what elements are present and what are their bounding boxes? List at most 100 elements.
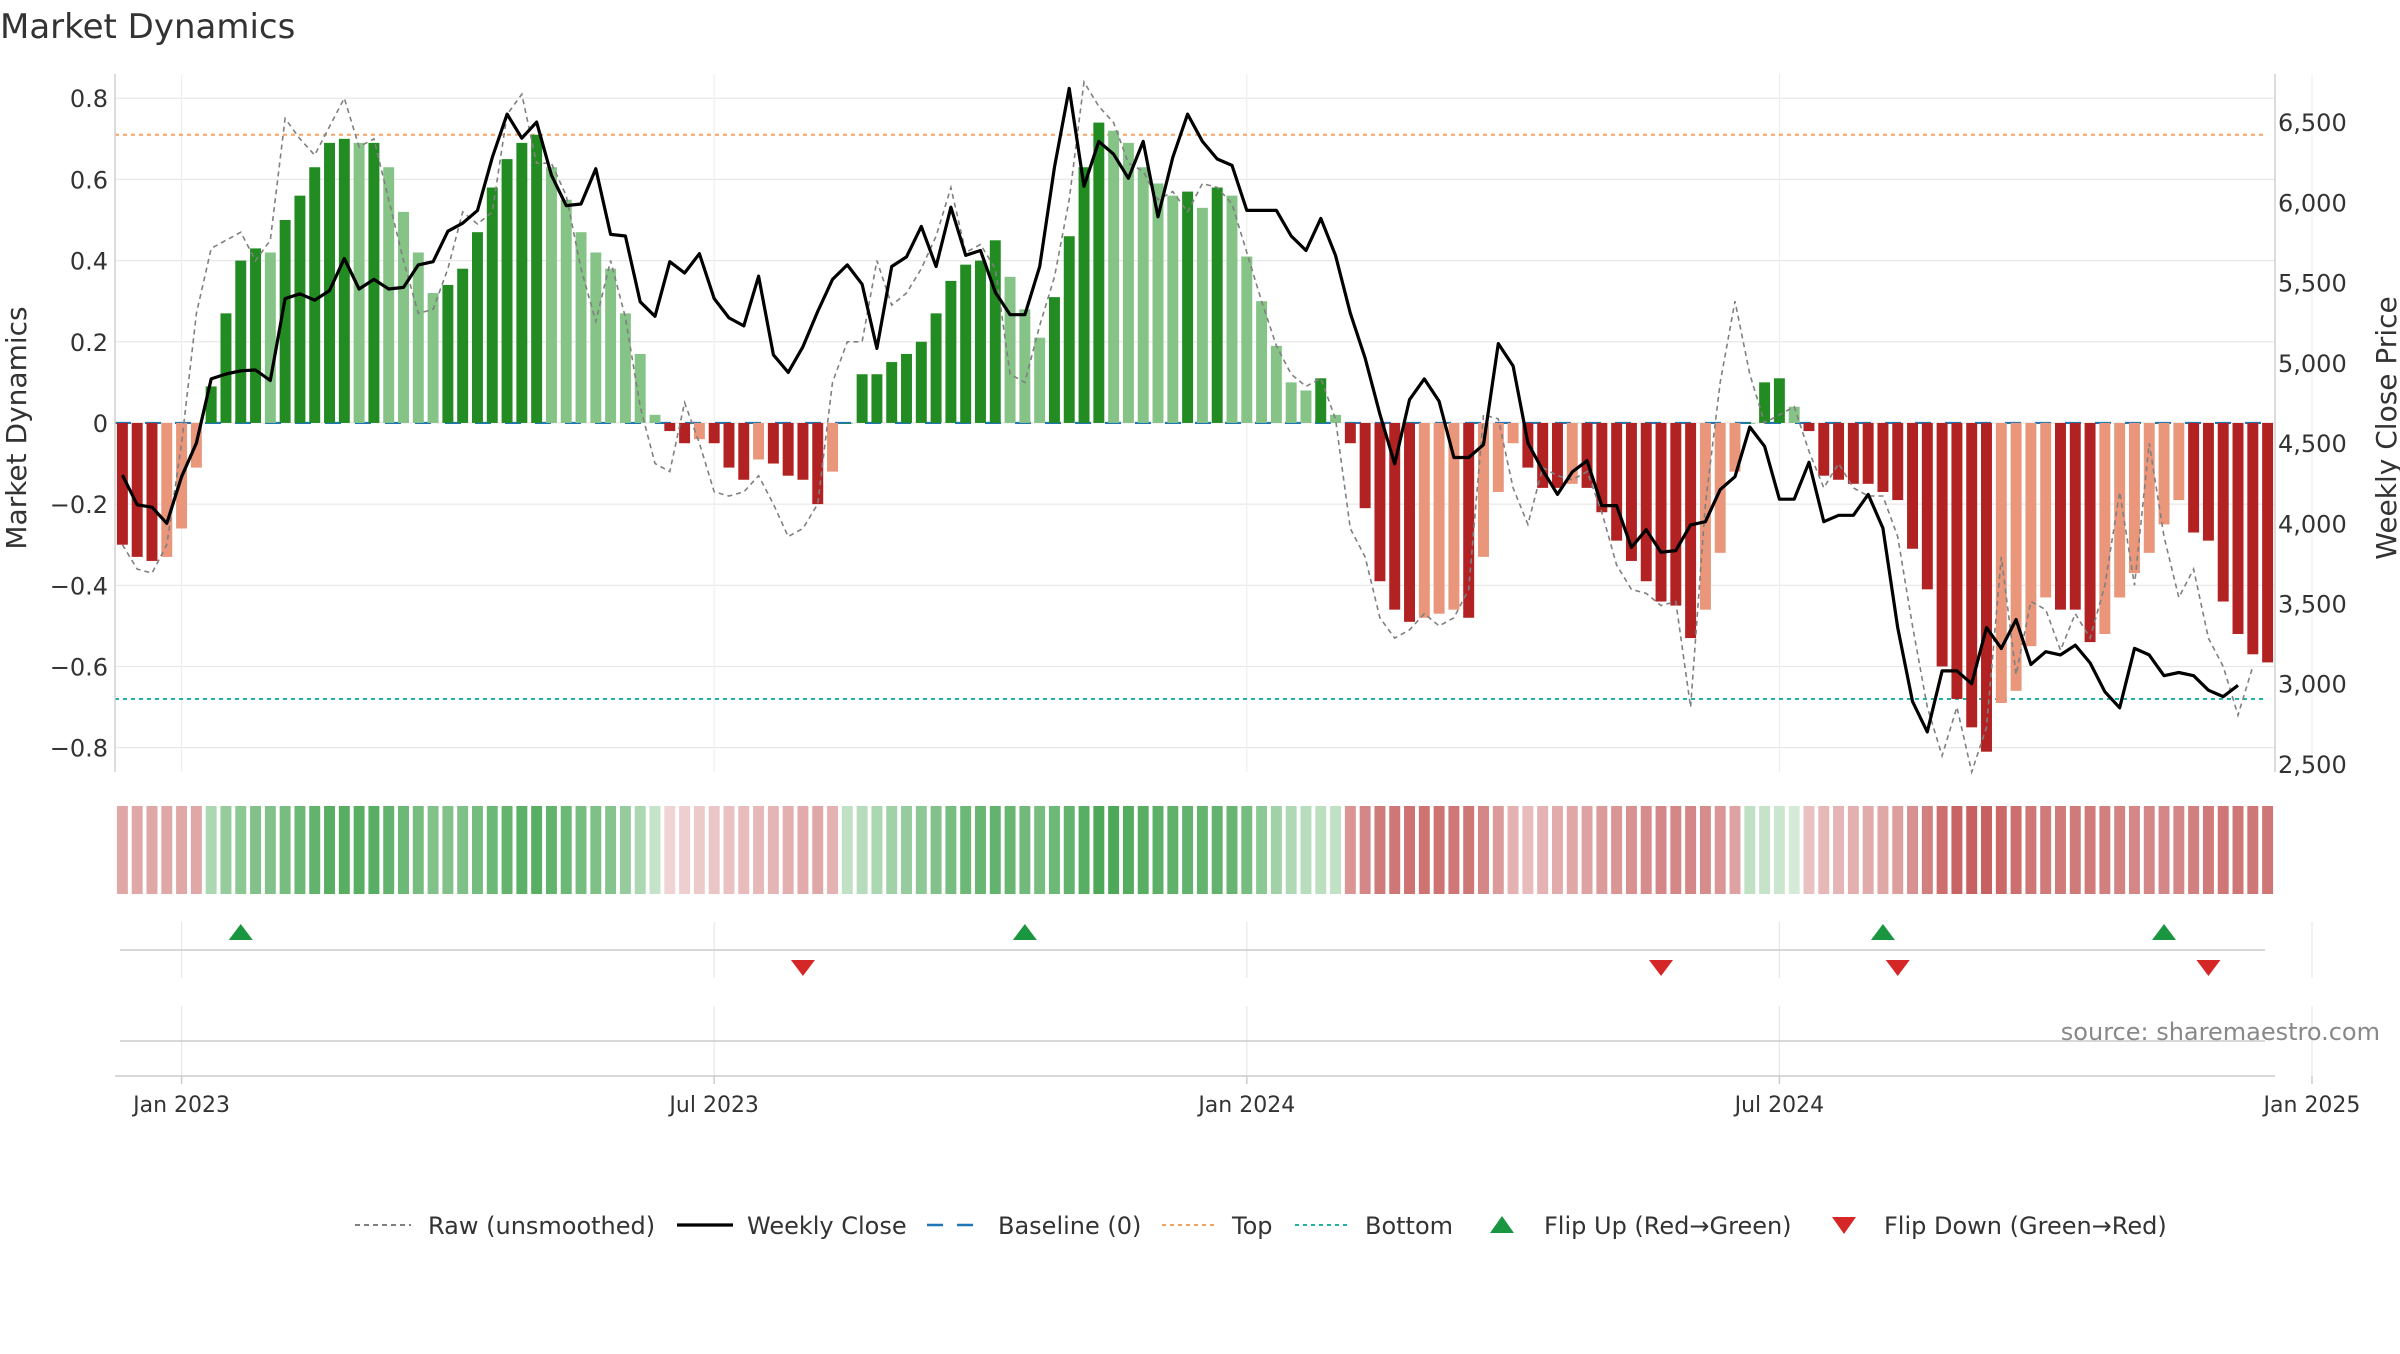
dynamics-bar [1211, 187, 1223, 423]
right-tick-label: 6,000 [2278, 189, 2347, 217]
flip-up-marker [228, 924, 253, 940]
ribbon-cell [1182, 806, 1194, 894]
ribbon-cell [161, 806, 173, 894]
dynamics-bar [2188, 422, 2200, 533]
x-tick-label: Jul 2024 [1733, 1093, 1825, 1118]
ribbon-cell [886, 806, 898, 894]
dynamics-bar [516, 142, 528, 423]
weekly-close-line [120, 86, 2239, 734]
dynamics-bar [1877, 422, 1889, 492]
ribbon-cell [1344, 806, 1356, 894]
ribbon-cell [590, 806, 602, 894]
dynamics-bar [1951, 422, 1963, 699]
ribbon-cell [1507, 806, 1519, 894]
raw-series-line [121, 79, 2254, 775]
right-axis-label: Weekly Close Price [2370, 296, 2400, 559]
dynamics-bar [679, 422, 691, 444]
ribbon-cell [2040, 806, 2052, 894]
ribbon-cell [1433, 806, 1445, 894]
dynamics-bar [1847, 422, 1859, 484]
ribbon-cell [634, 806, 646, 894]
dynamics-bar [412, 252, 424, 423]
ribbon-cell [767, 806, 779, 894]
ribbon-cell [324, 806, 335, 894]
dynamics-bar [2055, 422, 2066, 610]
dynamics-bar [368, 142, 380, 423]
ribbon-cell [782, 806, 794, 894]
dynamics-bar [1892, 422, 1904, 501]
ribbon-cell [1285, 806, 1297, 894]
dynamics-bar [1285, 382, 1297, 423]
ribbon-cell [1936, 806, 1948, 894]
ribbon-cell [2247, 806, 2259, 894]
ribbon-cell [1907, 806, 1919, 894]
dynamics-bar [1625, 422, 1637, 561]
right-tick-label: 3,500 [2278, 591, 2347, 619]
dynamics-bar [1167, 195, 1179, 423]
axes: 0.8 0.6 0.4 0.2 0 −0.2 −0.4 −0.6 −0.8 6,500 6,000 5… [50, 74, 2347, 779]
dynamics-bar [886, 362, 898, 423]
ribbon-cell [457, 806, 469, 894]
dynamics-bar [1034, 337, 1046, 423]
dynamics-bar [1655, 422, 1667, 602]
ribbon-cell [901, 806, 912, 894]
ribbon-cell [1211, 806, 1223, 894]
ribbon-cell [1670, 806, 1682, 894]
ribbon-cell [1078, 806, 1090, 894]
flip-down-marker [1649, 960, 1674, 976]
x-tick-label: Jul 2023 [667, 1093, 759, 1118]
ribbon-cell [1137, 806, 1149, 894]
right-tick-label: 4,000 [2278, 510, 2347, 538]
dynamics-bar [1862, 422, 1874, 484]
left-tick-label: −0.4 [50, 572, 108, 600]
left-tick-label: 0.8 [70, 85, 108, 113]
ribbon-cell [2232, 806, 2244, 894]
right-tick-label: 6,500 [2278, 109, 2347, 137]
ribbon-cell [1892, 806, 1904, 894]
dynamics-bar [812, 422, 824, 505]
ribbon-cell [1389, 806, 1401, 894]
dynamics-bar [1374, 422, 1386, 582]
dynamics-bar [1981, 422, 1992, 752]
dynamics-bar [708, 422, 720, 444]
ribbon-cell [2202, 806, 2214, 894]
dynamics-bar [1640, 422, 1652, 582]
ribbon-cell [1448, 806, 1460, 894]
dynamics-bar [1581, 422, 1593, 488]
ribbon-cell [545, 806, 557, 894]
dynamics-bar [116, 422, 128, 545]
legend-swatch-flip-down [1832, 1217, 1856, 1234]
series-lines [120, 79, 2254, 775]
dynamics-bar [1507, 422, 1519, 444]
dynamics-bar [353, 142, 365, 423]
flip-down-marker [790, 960, 815, 976]
dynamics-bar [2040, 422, 2052, 598]
ribbon-cell [2128, 806, 2140, 894]
ribbon-cell [856, 806, 868, 894]
dynamics-bar [2128, 422, 2140, 574]
x-tick-label: Jan 2024 [1196, 1093, 1295, 1118]
ribbon-cell [116, 806, 128, 894]
ribbon-cell [1152, 806, 1164, 894]
ribbon-cell [1921, 806, 1933, 894]
ribbon-cell [1551, 806, 1563, 894]
ribbon-cell [1418, 806, 1430, 894]
dynamics-bar [738, 422, 750, 480]
dynamics-bar [427, 293, 439, 423]
dynamics-bar [1744, 422, 1756, 424]
ribbon-cell [1611, 806, 1623, 894]
ribbon-cell [2010, 806, 2022, 894]
ribbon-cell [797, 806, 809, 894]
dynamics-bar [975, 260, 986, 423]
dynamics-bar [945, 280, 957, 423]
ribbon-cell [516, 806, 528, 894]
ribbon-cell [679, 806, 691, 894]
dynamics-bar [2173, 422, 2185, 501]
ribbon-cell [1374, 806, 1386, 894]
ribbon-cell [146, 806, 158, 894]
ribbon-cell [2069, 806, 2081, 894]
dynamics-bar [1270, 345, 1282, 423]
dynamics-bar [693, 422, 705, 440]
dynamics-bar [605, 268, 617, 423]
